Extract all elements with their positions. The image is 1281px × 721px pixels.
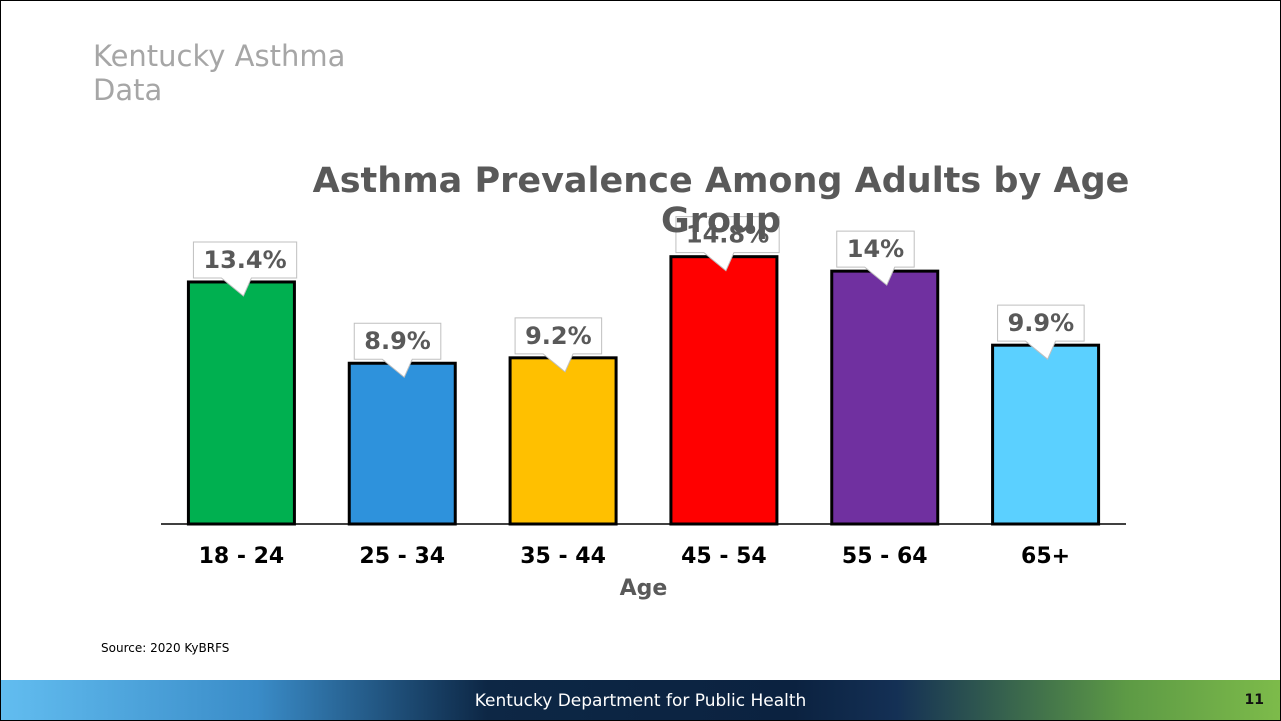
chart-title: Asthma Prevalence Among Adults by Age Gr… — [312, 161, 1130, 241]
bar — [991, 343, 1101, 526]
chart: 13.4% 18 - 24 8.9% 25 - 34 9.2% 35 - 44 14.8% 4… — [161, 216, 1126, 601]
data-label: 8.9% — [364, 327, 431, 355]
data-label: 9.9% — [1008, 309, 1075, 337]
label-callout — [514, 317, 603, 373]
bar — [186, 280, 296, 526]
x-tick-label: 45 - 54 — [681, 544, 767, 569]
bar — [830, 269, 940, 526]
label-callout — [192, 241, 298, 297]
data-label: 14% — [847, 235, 904, 263]
label-callout — [675, 216, 780, 272]
label-callout — [836, 230, 915, 286]
x-tick-label: 35 - 44 — [520, 544, 606, 569]
x-tick-label: 65+ — [1021, 544, 1070, 569]
source: Source: 2020 KyBRFS — [101, 641, 230, 655]
data-label: 13.4% — [203, 246, 286, 274]
bar — [347, 361, 457, 526]
x-axis-label: Age — [620, 576, 668, 601]
slide-title: Kentucky Asthma Data — [93, 39, 346, 107]
x-tick-label: 25 - 34 — [359, 544, 445, 569]
label-callout — [353, 322, 442, 379]
x-tick-label: 55 - 64 — [842, 544, 928, 569]
label-callout — [997, 304, 1085, 360]
footer: Kentucky Department for Public Health 11 — [1, 680, 1280, 720]
page-number: 11 — [1244, 692, 1264, 708]
bar — [669, 255, 779, 526]
x-tick-label: 18 - 24 — [199, 544, 285, 569]
bar — [508, 356, 618, 526]
footer-text: Kentucky Department for Public Health — [474, 691, 807, 711]
data-label: 9.2% — [525, 322, 592, 350]
data-label: 14.8% — [686, 221, 769, 249]
